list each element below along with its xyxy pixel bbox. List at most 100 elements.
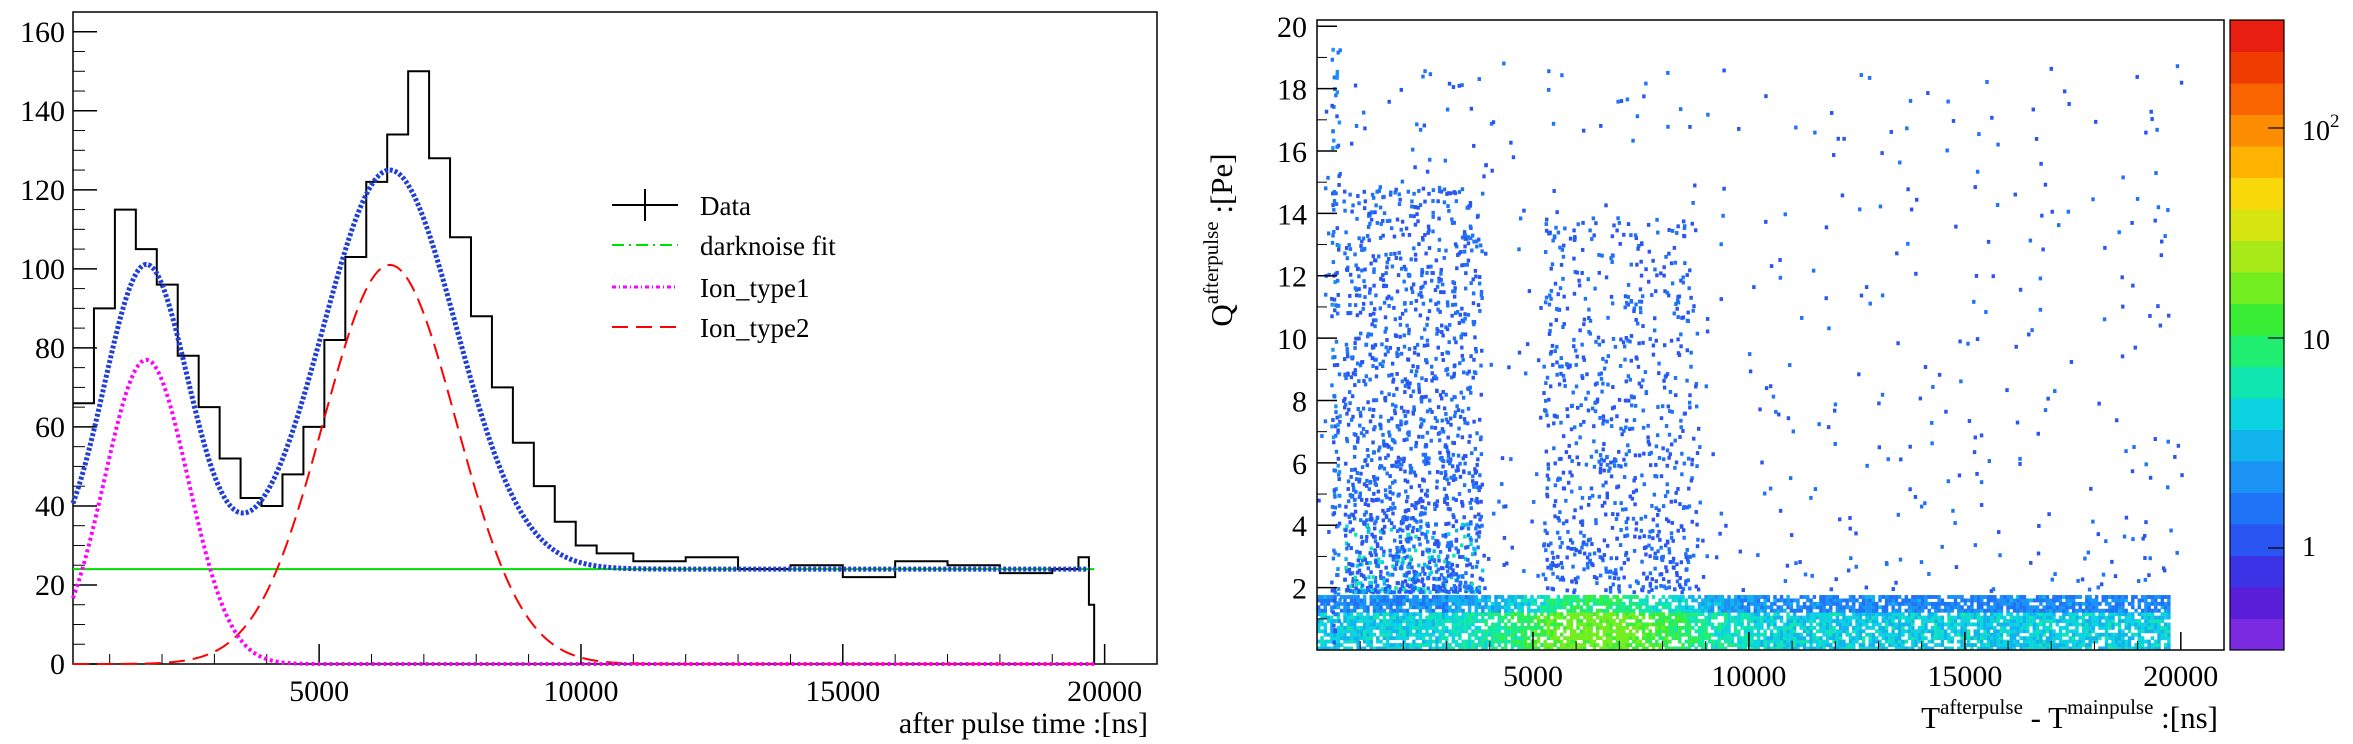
heatmap-cell bbox=[1960, 646, 1964, 651]
heatmap-cell bbox=[1947, 601, 1951, 606]
heatmap-cell bbox=[1934, 625, 1938, 630]
heatmap-cell bbox=[1431, 214, 1435, 219]
heatmap-cell bbox=[2101, 598, 2105, 603]
heatmap-cell bbox=[2104, 598, 2109, 603]
heatmap-cell bbox=[1348, 311, 1353, 315]
heatmap-cell bbox=[1579, 403, 1583, 408]
heatmap-cell bbox=[1469, 537, 1473, 542]
heatmap-cell bbox=[1372, 622, 1377, 627]
heatmap-cell bbox=[1658, 632, 1662, 637]
heatmap-cell bbox=[1651, 595, 1656, 599]
heatmap-cell bbox=[1625, 605, 1629, 610]
heatmap-cell bbox=[1527, 619, 1531, 623]
heatmap-cell bbox=[2052, 615, 2056, 620]
heatmap-cell bbox=[1366, 526, 1371, 531]
heatmap-cell bbox=[1983, 636, 1987, 641]
heatmap-cell bbox=[1622, 428, 1626, 433]
heatmap-cell bbox=[2045, 643, 2050, 647]
heatmap-cell bbox=[1897, 605, 1902, 610]
heatmap-cell bbox=[1458, 414, 1463, 419]
heatmap-cell bbox=[1917, 636, 1922, 641]
heatmap-cell bbox=[1520, 643, 1524, 647]
heatmap-cell bbox=[1610, 260, 1614, 264]
heatmap-cell bbox=[1418, 622, 1423, 627]
heatmap-cell bbox=[1459, 526, 1464, 531]
heatmap-cell bbox=[1395, 529, 1400, 534]
heatmap-cell bbox=[1641, 622, 1646, 627]
heatmap-cell bbox=[1356, 643, 1360, 647]
heatmap-cell bbox=[1450, 221, 1455, 225]
heatmap-cell bbox=[1481, 632, 1485, 637]
heatmap-cell bbox=[1425, 360, 1429, 365]
heatmap-cell bbox=[1609, 643, 1613, 647]
heatmap-cell bbox=[2039, 595, 2043, 599]
heatmap-cell bbox=[1450, 302, 1455, 307]
heatmap-cell bbox=[1438, 612, 1442, 617]
heatmap-cell bbox=[1372, 605, 1377, 610]
heatmap-cell bbox=[1422, 636, 1426, 641]
heatmap-cell bbox=[1832, 629, 1836, 634]
heatmap-cell bbox=[1367, 575, 1371, 580]
heatmap-cell bbox=[1776, 636, 1780, 641]
heatmap-cell bbox=[1415, 643, 1419, 647]
heatmap-cell bbox=[1605, 646, 1610, 651]
heatmap-cell bbox=[1369, 643, 1373, 647]
heatmap-cell bbox=[1720, 643, 1725, 647]
heatmap-cell bbox=[1950, 608, 1954, 613]
heatmap-cell bbox=[1924, 601, 1928, 606]
heatmap-cell bbox=[1417, 500, 1421, 505]
heatmap-cell bbox=[1802, 605, 1807, 610]
heatmap-cell bbox=[1372, 598, 1377, 603]
heatmap-cell bbox=[1569, 601, 1574, 606]
heatmap-cell bbox=[1953, 615, 1958, 620]
heatmap-cell bbox=[1462, 370, 1466, 375]
heatmap-cell bbox=[1451, 601, 1456, 606]
heatmap-cell bbox=[1449, 191, 1453, 196]
heatmap-cell bbox=[1649, 450, 1653, 455]
heatmap-cell bbox=[1596, 632, 1600, 637]
heatmap-cell bbox=[1441, 389, 1445, 394]
heatmap-cell bbox=[1366, 622, 1370, 627]
heatmap-cell bbox=[2167, 643, 2171, 647]
heatmap-cell bbox=[2144, 625, 2148, 630]
heatmap-cell bbox=[1911, 605, 1915, 610]
heatmap-cell bbox=[1468, 562, 1472, 567]
heatmap-cell bbox=[1556, 622, 1561, 627]
heatmap-cell bbox=[1418, 646, 1423, 651]
heatmap-cell bbox=[1655, 605, 1659, 610]
heatmap-cell bbox=[1415, 605, 1419, 610]
heatmap-cell bbox=[2111, 605, 2115, 610]
heatmap-cell bbox=[1390, 437, 1395, 442]
heatmap-cell bbox=[1934, 619, 1938, 623]
heatmap-cell bbox=[1632, 395, 1636, 400]
heatmap-cell bbox=[1368, 377, 1372, 382]
heatmap-cell bbox=[1773, 625, 1777, 630]
heatmap-cell bbox=[1579, 605, 1584, 610]
heatmap-cell bbox=[1717, 608, 1721, 613]
heatmap-cell bbox=[1829, 605, 1833, 610]
heatmap-cell bbox=[1789, 629, 1794, 634]
heatmap-cell bbox=[1434, 302, 1438, 307]
heatmap-cell bbox=[1720, 629, 1725, 634]
heatmap-cell bbox=[1407, 331, 1411, 336]
heatmap-cell bbox=[1848, 643, 1853, 647]
heatmap-cell bbox=[1618, 605, 1623, 610]
heatmap-cell bbox=[1533, 601, 1538, 606]
heatmap-cell bbox=[2160, 619, 2165, 623]
heatmap-cell bbox=[2094, 605, 2099, 610]
heatmap-cell bbox=[1704, 625, 1708, 630]
heatmap-cell bbox=[1993, 625, 1997, 630]
heatmap-cell bbox=[1980, 615, 1984, 620]
heatmap-cell bbox=[1835, 646, 1840, 651]
heatmap-cell bbox=[1769, 615, 1774, 620]
heatmap-cell bbox=[2065, 595, 2069, 599]
heatmap-cell bbox=[2144, 629, 2148, 634]
heatmap-cell bbox=[1462, 417, 1467, 422]
heatmap-cell bbox=[1888, 632, 1892, 637]
heatmap-cell bbox=[1589, 632, 1593, 637]
heatmap-cell bbox=[1769, 601, 1774, 606]
heatmap-cell bbox=[2121, 646, 2125, 651]
heatmap-cell bbox=[1980, 643, 1984, 647]
heatmap-cell bbox=[1710, 612, 1715, 617]
heatmap-cell bbox=[1553, 608, 1557, 613]
